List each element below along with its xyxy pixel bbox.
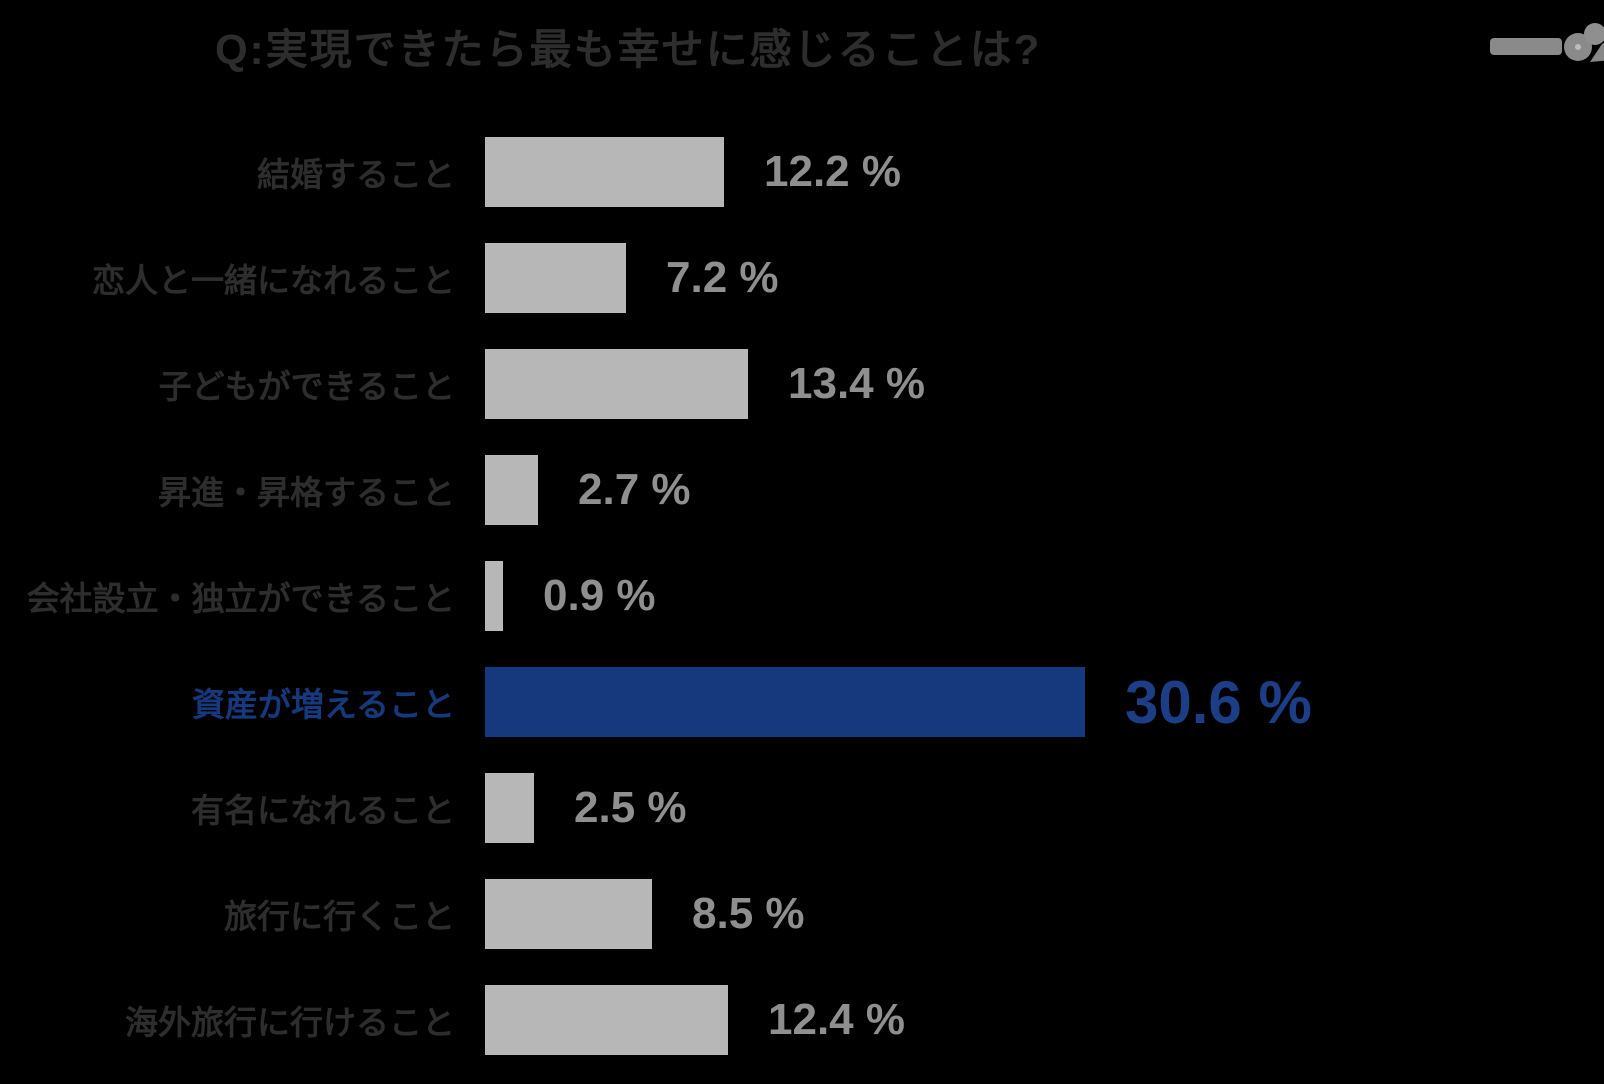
value-label: 2.5 %	[574, 783, 687, 832]
value-label: 8.5 %	[692, 889, 805, 938]
bar	[485, 455, 538, 525]
bar-track: 2.7 %	[485, 455, 691, 525]
category-label: 旅行に行くこと	[224, 898, 455, 935]
bar-row-highlighted: 資産が増えること 30.6 %	[0, 667, 1604, 737]
category-label: 結婚すること	[257, 156, 455, 193]
bar	[485, 243, 626, 313]
value-label: 12.4 %	[768, 995, 905, 1044]
bar-row: 海外旅行に行けること 12.4 %	[0, 985, 1604, 1055]
bar	[485, 985, 728, 1055]
bar-track: 7.2 %	[485, 243, 779, 313]
bar-row: 子どもができること 13.4 %	[0, 349, 1604, 419]
bar-track: 8.5 %	[485, 879, 805, 949]
bar	[485, 561, 503, 631]
value-label: 0.9 %	[543, 571, 656, 620]
category-label: 資産が増えること	[191, 686, 455, 723]
bar-track: 30.6 %	[485, 667, 1312, 737]
bar	[485, 773, 534, 843]
bar-track: 0.9 %	[485, 561, 656, 631]
bar-row: 会社設立・独立ができること 0.9 %	[0, 561, 1604, 631]
value-label: 13.4 %	[788, 359, 925, 408]
bar	[485, 349, 748, 419]
bar-row: 恋人と一緒になれること 7.2 %	[0, 243, 1604, 313]
bar-track: 13.4 %	[485, 349, 925, 419]
category-label: 子どもができること	[158, 368, 455, 405]
bar-track: 12.2 %	[485, 137, 901, 207]
bar	[485, 667, 1085, 737]
bar-row: 昇進・昇格すること 2.7 %	[0, 455, 1604, 525]
value-label: 12.2 %	[764, 147, 901, 196]
category-label: 有名になれること	[191, 792, 455, 829]
category-label: 昇進・昇格すること	[158, 474, 455, 511]
category-label: 海外旅行に行けること	[125, 1004, 455, 1041]
chart-title: Q:実現できたら最も幸せに感じることは?	[215, 26, 1042, 73]
bar-row: 結婚すること 12.2 %	[0, 137, 1604, 207]
category-label: 恋人と一緒になれること	[92, 262, 455, 299]
bar-track: 12.4 %	[485, 985, 905, 1055]
bar	[485, 879, 652, 949]
value-label: 30.6 %	[1125, 668, 1312, 736]
value-label: 2.7 %	[578, 465, 691, 514]
value-label: 7.2 %	[666, 253, 779, 302]
brand-logo-icon	[1490, 23, 1604, 62]
category-label: 会社設立・独立ができること	[26, 580, 455, 617]
bar-row: 有名になれること 2.5 %	[0, 773, 1604, 843]
bar-track: 2.5 %	[485, 773, 687, 843]
bar	[485, 137, 724, 207]
bar-row: 旅行に行くこと 8.5 %	[0, 879, 1604, 949]
